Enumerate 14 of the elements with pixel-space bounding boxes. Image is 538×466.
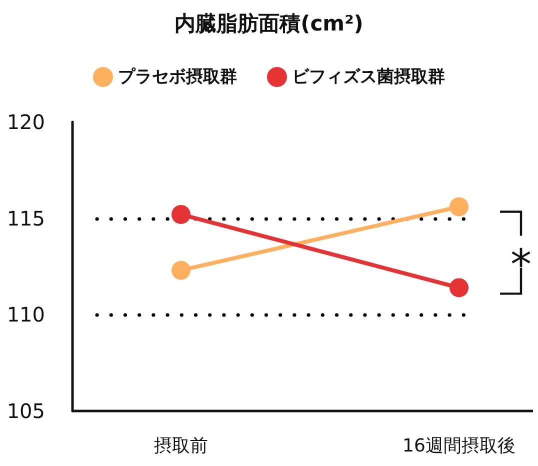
point [450, 278, 468, 298]
legend-label: ビフィズス菌摂取群 [292, 67, 445, 87]
text: * [510, 240, 532, 290]
legend-label: プラセボ摂取群 [118, 67, 237, 87]
x-tick-label: 16週間摂取後 [402, 436, 516, 456]
y-tick-label: 120 [6, 110, 45, 134]
point [172, 204, 190, 224]
y-tick-label: 115 [6, 206, 45, 230]
point [450, 197, 468, 216]
y-tick-label: 105 [6, 399, 45, 423]
chart-title: 内臓脂肪面積(cm²) [174, 12, 364, 36]
point [172, 260, 190, 280]
y-tick-label: 110 [6, 302, 45, 327]
x-tick-label: 摂取前 [154, 436, 208, 456]
